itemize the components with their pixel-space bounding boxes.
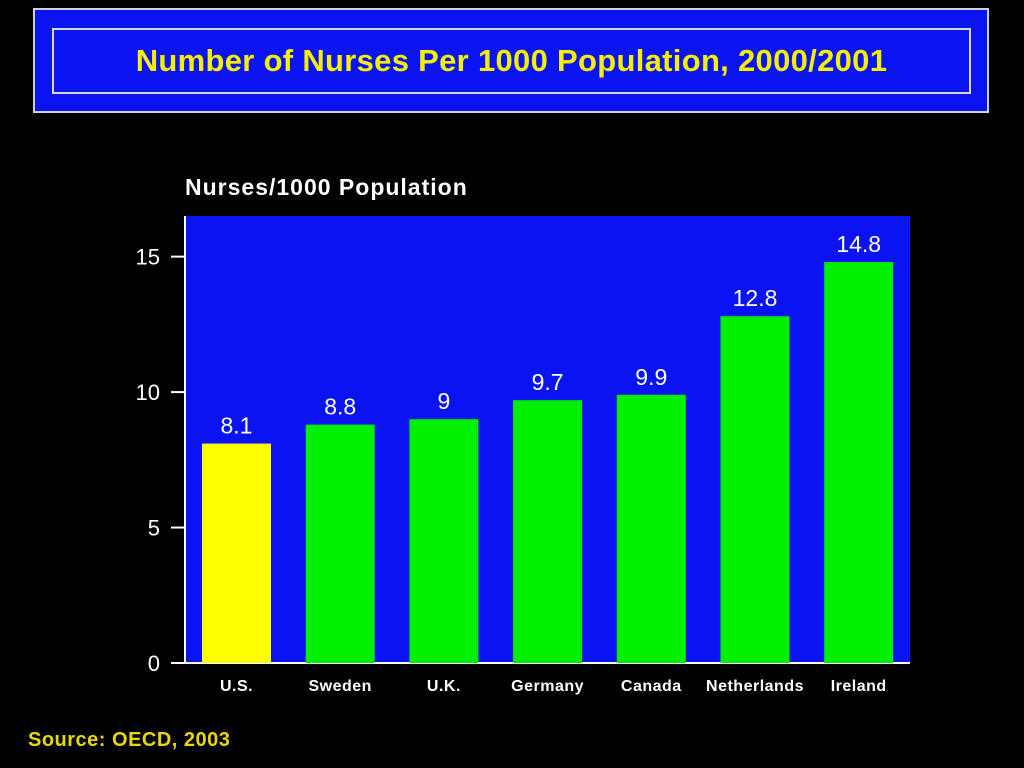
x-tick-label: U.S. (220, 678, 253, 695)
x-tick-label: Netherlands (706, 678, 804, 695)
title-frame: Number of Nurses Per 1000 Population, 20… (52, 28, 971, 94)
bar (824, 262, 894, 663)
x-tick-label: Canada (621, 678, 682, 695)
source-note: Source: OECD, 2003 (28, 729, 231, 751)
x-tick-label: Germany (511, 678, 584, 695)
y-tick-label: 5 (148, 516, 160, 541)
data-label: 9.7 (532, 369, 564, 395)
bar (305, 424, 375, 663)
title-banner: Number of Nurses Per 1000 Population, 20… (33, 8, 989, 113)
x-tick-label: U.K. (427, 678, 461, 695)
data-label: 14.8 (836, 231, 881, 257)
bar (720, 316, 790, 663)
x-tick-label: Sweden (308, 678, 371, 695)
y-tick-label: 0 (148, 651, 160, 676)
y-axis-label: Nurses/1000 Population (185, 174, 468, 200)
bar (202, 443, 271, 663)
bar (409, 419, 479, 663)
y-tick-label: 10 (136, 380, 160, 405)
y-ticks: 0 5 10 15 (136, 245, 185, 676)
bar (616, 394, 686, 663)
x-tick-label: Ireland (831, 678, 887, 695)
data-label: 9.9 (635, 364, 667, 390)
data-label: 9 (438, 388, 451, 414)
y-tick-label: 15 (136, 245, 160, 270)
data-label: 12.8 (733, 285, 778, 311)
data-label: 8.8 (324, 394, 356, 420)
x-tick-labels: U.S. Sweden U.K. Germany Canada Netherlands Ir… (220, 678, 887, 695)
bar (513, 400, 583, 663)
chart-title: Number of Nurses Per 1000 Population, 20… (135, 43, 888, 78)
bars (202, 262, 894, 663)
data-labels: 8.1 8.8 9 9.7 9.9 12.8 14.8 (221, 231, 882, 439)
data-label: 8.1 (221, 413, 253, 439)
